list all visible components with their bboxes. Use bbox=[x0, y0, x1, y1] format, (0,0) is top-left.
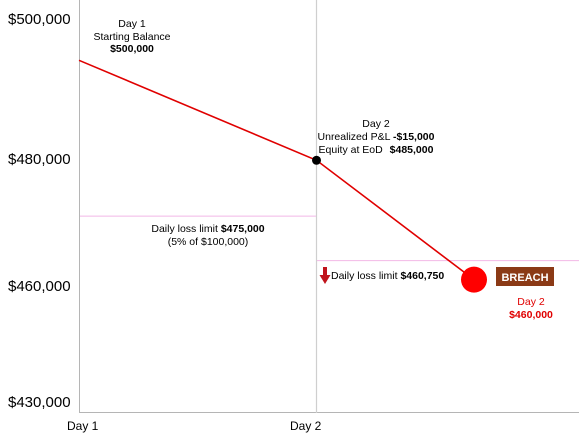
y-tick-label: $480,000 bbox=[8, 151, 71, 168]
y-tick-label: $500,000 bbox=[8, 11, 71, 28]
down-arrow-icon bbox=[319, 267, 331, 284]
limit2-line: Daily loss limit $460,750 bbox=[331, 270, 444, 282]
breach-badge-label: BREACH bbox=[501, 272, 548, 284]
equity-point-day2 bbox=[312, 155, 321, 165]
day1-title: Day 1 bbox=[118, 18, 146, 30]
day2-pnl-label: Unrealized P&L bbox=[318, 131, 391, 143]
day1-subtitle: Starting Balance bbox=[93, 31, 170, 43]
day2-pnl-value: -$15,000 bbox=[393, 131, 435, 143]
y-tick-label: $460,000 bbox=[8, 278, 71, 295]
x-tick-label: Day 2 bbox=[290, 419, 322, 433]
limit1-value: $475,000 bbox=[221, 223, 265, 235]
day2-equity-value: $485,000 bbox=[390, 144, 434, 156]
limit2-label: Daily loss limit bbox=[331, 270, 398, 282]
breach-badge bbox=[496, 267, 554, 286]
day1-balance-value: $500,000 bbox=[110, 43, 154, 55]
limit1-line: Daily loss limit $475,000 bbox=[151, 223, 264, 235]
breach-value-label: $460,000 bbox=[509, 309, 553, 321]
limit1-note: (5% of $100,000) bbox=[168, 236, 249, 248]
breach-day-label: Day 2 bbox=[517, 296, 545, 308]
y-tick-label: $430,000 bbox=[8, 394, 71, 411]
breach-point-marker bbox=[461, 266, 487, 293]
day2-title: Day 2 bbox=[362, 118, 390, 130]
day2-pnl-line: Unrealized P&L -$15,000 bbox=[318, 131, 435, 143]
limit2-value: $460,750 bbox=[400, 270, 444, 282]
limit1-label: Daily loss limit bbox=[151, 223, 218, 235]
x-tick-label: Day 1 bbox=[67, 419, 99, 433]
equity-series-line bbox=[78, 59, 475, 281]
day2-equity-label: Equity at EoD bbox=[319, 144, 384, 156]
day2-equity-line: Equity at EoD $485,000 bbox=[319, 144, 434, 156]
